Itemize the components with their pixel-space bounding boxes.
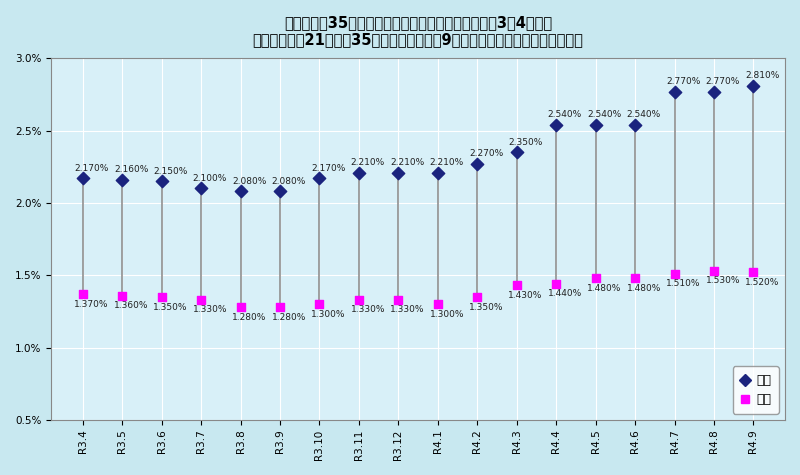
Text: 2.770%: 2.770% [666, 77, 701, 86]
最高 [629, 121, 642, 129]
Text: 2.210%: 2.210% [390, 158, 424, 167]
最低 [550, 280, 562, 288]
最高 [431, 169, 444, 176]
Text: 1.350%: 1.350% [469, 303, 503, 312]
Text: 2.170%: 2.170% [74, 164, 109, 173]
Text: 2.810%: 2.810% [745, 71, 779, 80]
Text: 1.370%: 1.370% [74, 300, 109, 309]
最高 [471, 160, 484, 168]
Text: 1.480%: 1.480% [626, 284, 661, 293]
最高 [747, 82, 760, 90]
最高 [550, 121, 562, 129]
最低 [116, 292, 129, 299]
Text: 1.520%: 1.520% [745, 278, 779, 287]
Text: 1.280%: 1.280% [232, 313, 266, 322]
最低 [707, 267, 720, 275]
最低 [392, 296, 405, 304]
最高 [510, 149, 523, 156]
最高 [590, 121, 602, 129]
Text: 2.540%: 2.540% [548, 110, 582, 119]
Text: 2.160%: 2.160% [114, 165, 148, 174]
Text: 1.330%: 1.330% [193, 305, 227, 314]
最高 [76, 174, 89, 182]
最低 [353, 296, 366, 304]
最高 [274, 188, 286, 195]
Legend: 最高, 最低: 最高, 最低 [733, 366, 778, 414]
Text: 1.510%: 1.510% [666, 279, 701, 288]
最高 [707, 88, 720, 95]
Text: 2.100%: 2.100% [193, 174, 227, 183]
Text: 2.080%: 2.080% [272, 177, 306, 186]
最低 [668, 270, 681, 277]
最高 [155, 178, 168, 185]
Text: 2.210%: 2.210% [430, 158, 464, 167]
Text: 1.300%: 1.300% [311, 310, 346, 319]
最低 [313, 300, 326, 308]
Text: 1.300%: 1.300% [430, 310, 464, 319]
最高 [116, 176, 129, 184]
最高 [194, 185, 207, 192]
最低 [274, 303, 286, 311]
Text: 1.330%: 1.330% [350, 305, 385, 314]
Text: 2.150%: 2.150% [154, 167, 188, 176]
Title: 》フラット35》借入金利の推移（最低～最高）令和3年4月から
＜借入期間が21年以上35年以下、融資率が9割以下、新機構団信付きの場合＞: 》フラット35》借入金利の推移（最低～最高）令和3年4月から ＜借入期間が21年… [253, 15, 583, 48]
Text: 1.280%: 1.280% [272, 313, 306, 322]
Text: 1.440%: 1.440% [548, 289, 582, 298]
Text: 1.350%: 1.350% [154, 303, 188, 312]
最低 [431, 300, 444, 308]
最低 [629, 275, 642, 282]
Text: 2.270%: 2.270% [469, 149, 503, 158]
最低 [155, 293, 168, 301]
最高 [392, 169, 405, 176]
最低 [234, 303, 247, 311]
Text: 2.540%: 2.540% [626, 110, 661, 119]
最低 [194, 296, 207, 304]
Text: 1.360%: 1.360% [114, 301, 148, 310]
Text: 2.540%: 2.540% [587, 110, 622, 119]
Text: 2.210%: 2.210% [350, 158, 385, 167]
最低 [471, 293, 484, 301]
最低 [76, 290, 89, 298]
Text: 1.430%: 1.430% [509, 291, 542, 300]
最低 [590, 275, 602, 282]
Text: 2.080%: 2.080% [232, 177, 266, 186]
最低 [747, 268, 760, 276]
Text: 1.330%: 1.330% [390, 305, 425, 314]
最高 [668, 88, 681, 95]
最高 [313, 174, 326, 182]
最高 [234, 188, 247, 195]
Text: 2.350%: 2.350% [509, 138, 542, 147]
Text: 1.480%: 1.480% [587, 284, 622, 293]
Text: 1.530%: 1.530% [706, 276, 740, 285]
最高 [353, 169, 366, 176]
Text: 2.170%: 2.170% [311, 164, 346, 173]
最低 [510, 282, 523, 289]
Text: 2.770%: 2.770% [706, 77, 740, 86]
